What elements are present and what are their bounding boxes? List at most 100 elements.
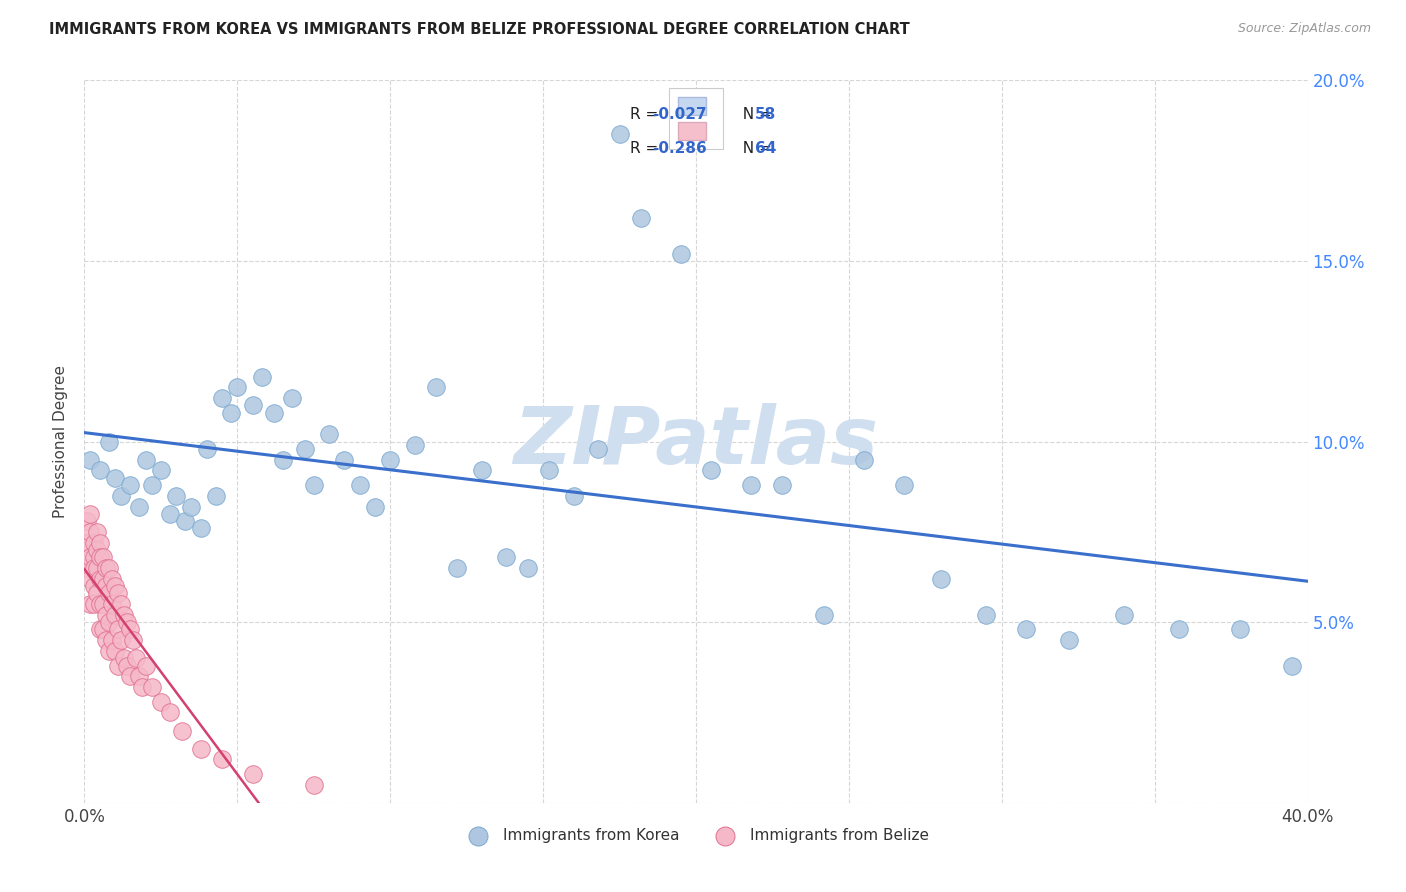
- Point: [89, 623, 111, 637]
- Point: [165, 489, 187, 503]
- Point: [104, 579, 127, 593]
- Point: [294, 442, 316, 456]
- Point: [302, 778, 325, 792]
- Point: [101, 633, 124, 648]
- Point: [364, 500, 387, 514]
- Point: [112, 651, 135, 665]
- Point: [79, 524, 101, 539]
- Point: [120, 669, 142, 683]
- Point: [172, 723, 194, 738]
- Point: [318, 427, 340, 442]
- Point: [211, 391, 233, 405]
- Point: [131, 680, 153, 694]
- Point: [609, 128, 631, 142]
- Point: [79, 452, 101, 467]
- Point: [115, 615, 138, 630]
- Point: [83, 579, 105, 593]
- Point: [380, 452, 402, 467]
- Point: [1114, 607, 1136, 622]
- Point: [893, 478, 915, 492]
- Point: [135, 452, 157, 467]
- Point: [271, 452, 294, 467]
- Point: [89, 550, 111, 565]
- Point: [89, 572, 111, 586]
- Point: [107, 623, 129, 637]
- Point: [79, 507, 101, 521]
- Text: R =: R =: [630, 107, 664, 121]
- Point: [83, 597, 105, 611]
- Point: [86, 586, 108, 600]
- Point: [1229, 623, 1251, 637]
- Point: [333, 452, 356, 467]
- Point: [76, 514, 98, 528]
- Point: [94, 579, 117, 593]
- Point: [107, 586, 129, 600]
- Point: [79, 572, 101, 586]
- Point: [97, 586, 120, 600]
- Point: [86, 542, 108, 557]
- Point: [86, 524, 108, 539]
- Point: [149, 463, 172, 477]
- Text: Source: ZipAtlas.com: Source: ZipAtlas.com: [1237, 22, 1371, 36]
- Y-axis label: Professional Degree: Professional Degree: [53, 365, 69, 518]
- Point: [929, 572, 952, 586]
- Text: ZIPatlas: ZIPatlas: [513, 402, 879, 481]
- Point: [446, 561, 468, 575]
- Point: [538, 463, 561, 477]
- Point: [110, 597, 132, 611]
- Point: [91, 597, 114, 611]
- Point: [740, 478, 762, 492]
- Point: [104, 471, 127, 485]
- Point: [630, 211, 652, 225]
- Point: [190, 741, 212, 756]
- Point: [94, 633, 117, 648]
- Point: [425, 380, 447, 394]
- Point: [135, 658, 157, 673]
- Point: [79, 550, 101, 565]
- Point: [211, 752, 233, 766]
- Point: [83, 561, 105, 575]
- Point: [174, 514, 197, 528]
- Point: [89, 535, 111, 549]
- Point: [101, 597, 124, 611]
- Point: [120, 623, 142, 637]
- Point: [281, 391, 304, 405]
- Point: [700, 463, 723, 477]
- Point: [91, 623, 114, 637]
- Point: [190, 521, 212, 535]
- Point: [159, 706, 181, 720]
- Point: [141, 478, 163, 492]
- Point: [79, 597, 101, 611]
- Point: [86, 561, 108, 575]
- Point: [250, 369, 273, 384]
- Point: [1015, 623, 1038, 637]
- Text: -0.027: -0.027: [652, 107, 707, 121]
- Point: [115, 658, 138, 673]
- Point: [76, 535, 98, 549]
- Point: [122, 633, 145, 648]
- Point: [128, 669, 150, 683]
- Point: [1281, 658, 1303, 673]
- Point: [110, 489, 132, 503]
- Text: 58: 58: [755, 107, 776, 121]
- Point: [516, 561, 538, 575]
- Point: [89, 463, 111, 477]
- Text: R =: R =: [630, 142, 664, 156]
- Legend: Immigrants from Korea, Immigrants from Belize: Immigrants from Korea, Immigrants from B…: [457, 822, 935, 849]
- Point: [83, 550, 105, 565]
- Point: [770, 478, 793, 492]
- Point: [107, 658, 129, 673]
- Point: [813, 607, 835, 622]
- Point: [205, 489, 228, 503]
- Point: [562, 489, 585, 503]
- Point: [1057, 633, 1080, 648]
- Point: [125, 651, 148, 665]
- Point: [112, 607, 135, 622]
- Point: [141, 680, 163, 694]
- Text: IMMIGRANTS FROM KOREA VS IMMIGRANTS FROM BELIZE PROFESSIONAL DEGREE CORRELATION : IMMIGRANTS FROM KOREA VS IMMIGRANTS FROM…: [49, 22, 910, 37]
- Text: 64: 64: [755, 142, 776, 156]
- Point: [471, 463, 494, 477]
- Point: [104, 607, 127, 622]
- Point: [91, 572, 114, 586]
- Point: [89, 597, 111, 611]
